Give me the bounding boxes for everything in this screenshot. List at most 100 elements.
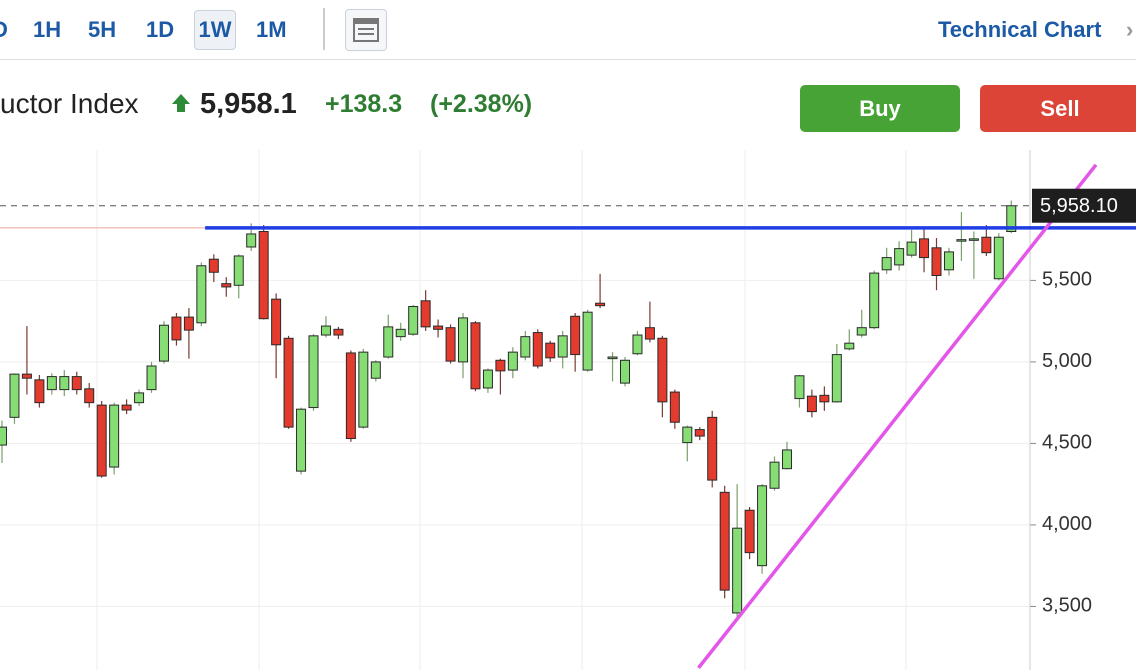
candle-body <box>819 394 830 403</box>
candle-body <box>931 247 942 277</box>
candle-body <box>420 300 431 328</box>
candle-body <box>856 327 867 336</box>
candle-body <box>470 322 481 390</box>
candle-body <box>445 327 456 362</box>
candle-body <box>221 283 232 288</box>
candle-body <box>208 258 219 273</box>
candle-body <box>408 305 419 335</box>
candle-body <box>146 365 157 391</box>
y-tick-label: 3,500 <box>1042 595 1092 617</box>
y-tick-label: 4,500 <box>1042 432 1092 454</box>
candle-body <box>781 449 792 470</box>
candle-body <box>657 337 668 403</box>
candle-body <box>134 392 145 404</box>
candle-body <box>1006 205 1017 233</box>
chart: 3,500 4,000 4,500 5,000 5,500 5,958.10 <box>0 150 1136 670</box>
candle-body <box>46 376 57 391</box>
candle-body <box>271 298 282 346</box>
y-tick-label: 4,000 <box>1042 513 1092 535</box>
candle-body <box>532 332 543 367</box>
candle-body <box>968 238 979 241</box>
change: +138.3 <box>325 90 403 118</box>
range-button[interactable]: 1M <box>256 17 287 42</box>
candle-body <box>495 359 506 372</box>
candle-body <box>943 251 954 271</box>
candle-body <box>109 404 120 468</box>
candle-body <box>719 491 730 591</box>
candle-body <box>121 404 132 411</box>
range-button-selected[interactable]: 1W <box>194 10 236 50</box>
candle-body <box>96 404 107 477</box>
range-button[interactable]: 5H <box>88 17 117 42</box>
candle-body <box>383 326 394 358</box>
index-name: uctor Index <box>0 88 139 119</box>
candle-body <box>894 248 905 266</box>
candle-body <box>993 236 1004 280</box>
last-price-label: 5,958.10 <box>1040 195 1118 217</box>
candle-body <box>71 376 82 391</box>
candle-body <box>732 527 743 614</box>
last-price-box <box>1032 188 1136 223</box>
trendline <box>697 163 1098 669</box>
candle-body <box>258 231 269 320</box>
sell-button[interactable]: Sell <box>980 85 1136 132</box>
buy-button[interactable]: Buy <box>800 85 960 132</box>
candle-body <box>794 375 805 400</box>
candle-body <box>582 311 593 371</box>
icon <box>353 18 379 42</box>
candle-body <box>570 315 581 356</box>
candle-body <box>370 361 381 379</box>
candle-body <box>769 461 780 489</box>
candle-body <box>0 426 7 446</box>
candle-body <box>171 316 182 341</box>
candle-body <box>183 316 194 331</box>
layout-button[interactable] <box>345 9 387 51</box>
candle-body <box>482 369 493 389</box>
price: 5,958.1 <box>200 88 297 120</box>
candle-body <box>644 327 655 340</box>
candle-body <box>694 429 705 437</box>
candle-body <box>34 379 45 404</box>
candle-body <box>158 324 169 362</box>
candle-body <box>744 509 755 554</box>
candle-body <box>333 328 344 336</box>
y-tick-label: 5,500 <box>1042 269 1092 291</box>
range-button[interactable]: 1H <box>33 17 62 42</box>
candle-body <box>320 325 331 336</box>
up-arrow <box>172 94 190 112</box>
change-percent: (+2.38%) <box>430 90 533 118</box>
candle-body <box>881 257 892 271</box>
candle-body <box>59 376 70 391</box>
candle-body <box>831 354 842 403</box>
candle-body <box>632 334 643 355</box>
candle-body <box>906 241 917 256</box>
candle-body <box>196 265 207 324</box>
candle-body <box>458 317 469 363</box>
candle-body <box>919 238 930 259</box>
candle-body <box>757 485 768 567</box>
candle-body <box>682 426 693 444</box>
y-tick-label: 5,000 <box>1042 350 1092 372</box>
candle-body <box>9 373 20 418</box>
candle-body <box>433 325 444 330</box>
candle-body <box>296 408 307 472</box>
technical-chart-link[interactable]: Technical Chart <box>938 17 1102 42</box>
candle-body <box>669 391 680 423</box>
candle-body <box>806 395 817 413</box>
chevron: › <box>1126 17 1134 42</box>
candle-body <box>620 359 630 384</box>
candle-body <box>545 342 556 359</box>
range-button[interactable]: D <box>0 14 8 46</box>
range-button[interactable]: 1D <box>146 17 175 42</box>
candle-body <box>981 236 992 254</box>
candle-body <box>233 255 244 286</box>
divider <box>0 59 1136 60</box>
candle-body <box>869 272 880 329</box>
candle-body <box>308 335 319 409</box>
candle-body <box>844 342 855 350</box>
candle-body <box>557 335 568 358</box>
candle-body <box>595 302 606 307</box>
candle-body <box>707 416 718 481</box>
candle-body <box>358 351 369 428</box>
